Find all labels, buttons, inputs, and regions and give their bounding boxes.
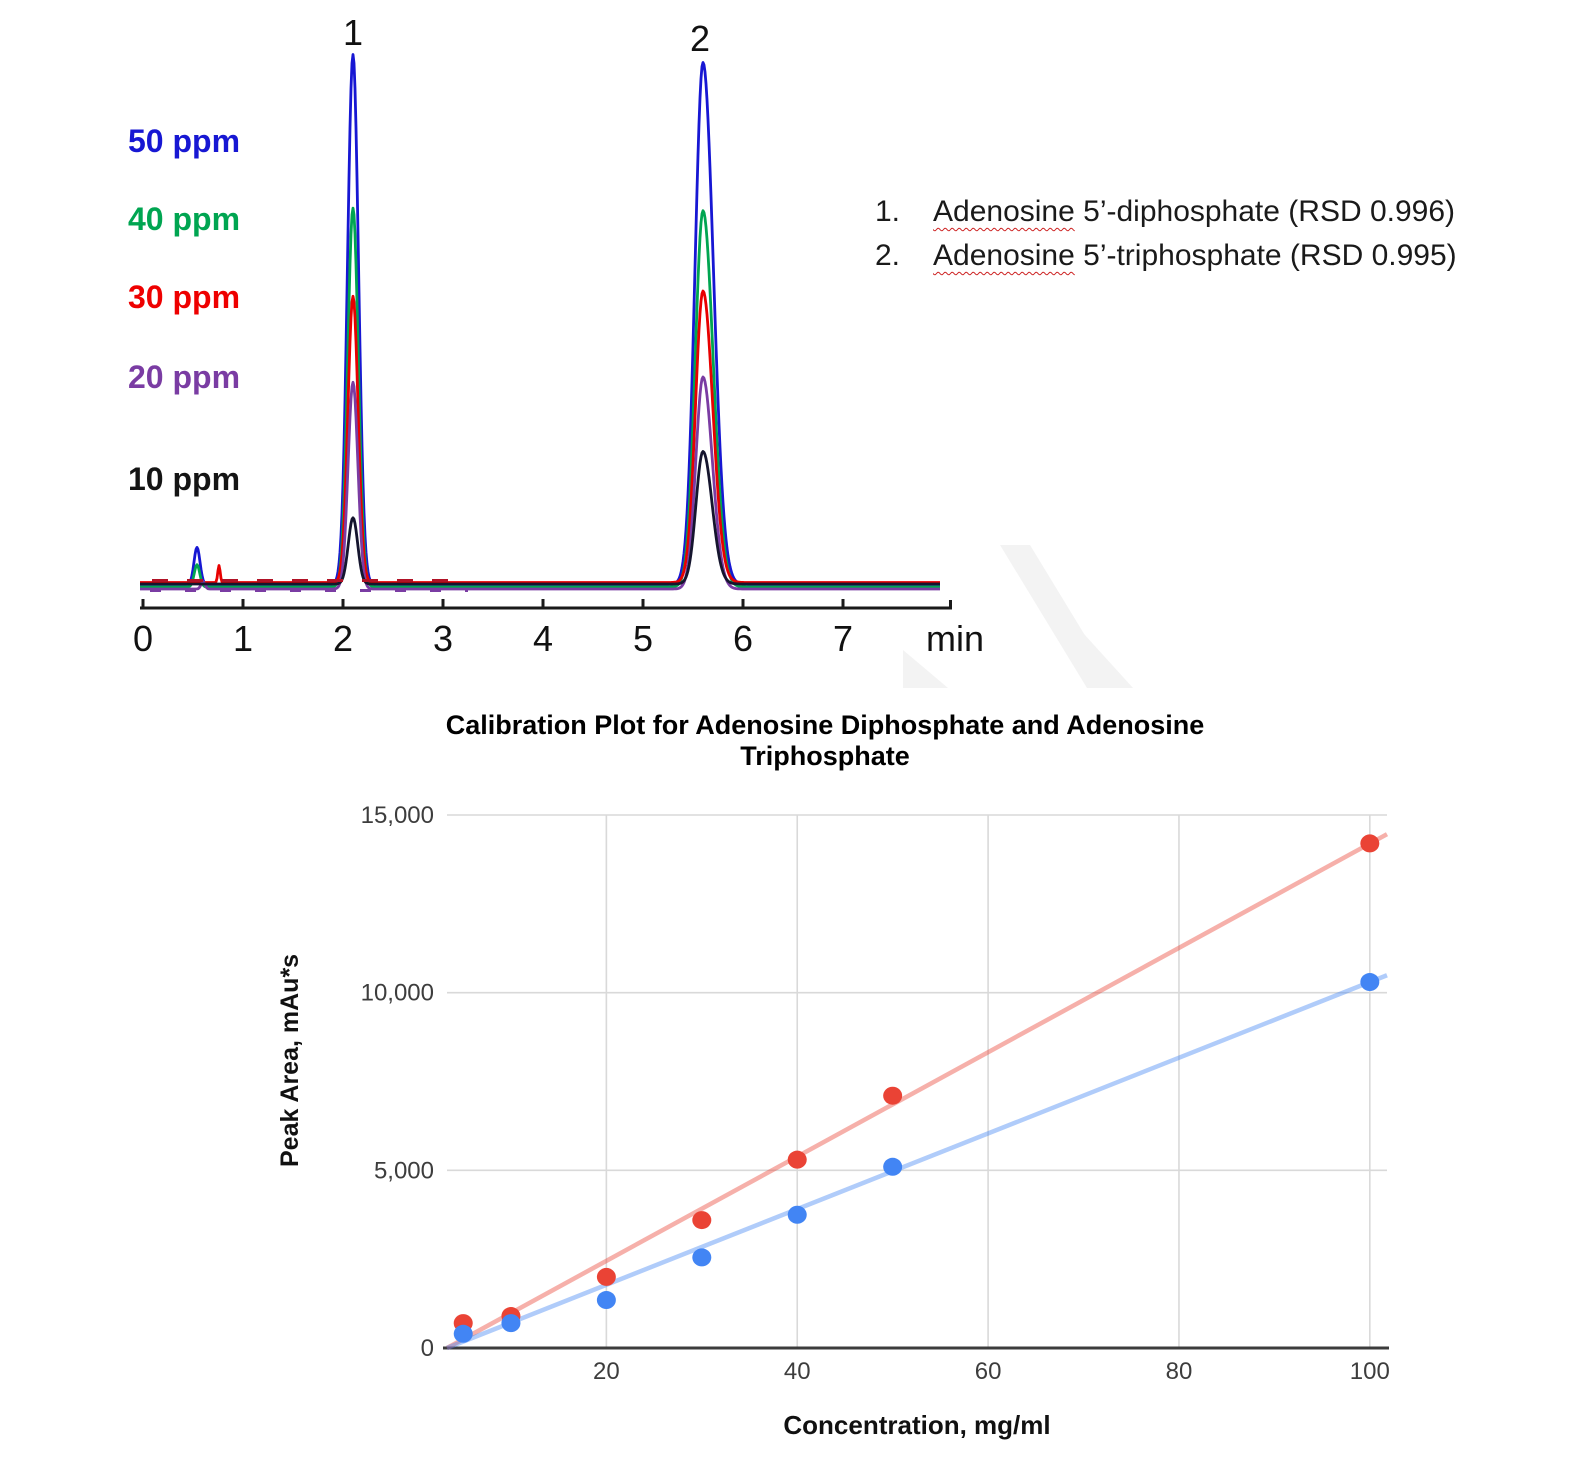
chromatogram-legend-item: 10 ppm <box>128 461 241 497</box>
calibration-x-axis-title: Concentration, mg/ml <box>783 1410 1051 1440</box>
annotation-row: 1. Adenosine 5’-diphosphate (RSD 0.996) <box>875 190 1457 234</box>
chromatogram-legend-item: 30 ppm <box>128 279 241 315</box>
chromatogram-peak-label-1: 1 <box>343 12 364 53</box>
chromatogram-x-tick-label: 1 <box>232 618 254 659</box>
chromatogram-x-tick-label: 3 <box>432 618 454 659</box>
chromatogram-legend-item: 20 ppm <box>128 359 241 395</box>
calibration-x-tick-label: 40 <box>784 1358 811 1385</box>
calibration-point-series-red <box>787 1150 807 1169</box>
annotation-text: 5’-triphosphate (RSD 0.995) <box>1074 239 1457 272</box>
calibration-x-tick-label: 100 <box>1350 1358 1390 1385</box>
chromatogram-x-tick-label: 7 <box>832 618 854 659</box>
chromatogram-annotations: 1. Adenosine 5’-diphosphate (RSD 0.996) 2.… <box>875 190 1457 278</box>
calibration-point-series-blue <box>596 1291 616 1310</box>
calibration-point-series-red <box>596 1267 616 1286</box>
calibration-trendline-series-blue <box>446 973 1388 1351</box>
chromatogram-trace-10ppm <box>139 450 941 586</box>
calibration-point-series-blue <box>1360 973 1380 992</box>
calibration-y-tick-label: 0 <box>421 1335 434 1362</box>
calibration-point-series-blue <box>692 1248 712 1267</box>
calibration-y-axis-title: Peak Area, mAu*s <box>276 953 304 1167</box>
calibration-title-line1: Calibration Plot for Adenosine Diphospha… <box>445 710 1205 740</box>
calibration-y-tick-label: 10,000 <box>361 980 434 1007</box>
calibration-x-tick-label: 80 <box>1166 1358 1193 1385</box>
chromatogram-x-tick-label: 2 <box>332 618 354 659</box>
calibration-y-tick-label: 5,000 <box>374 1157 434 1184</box>
calibration-y-tick-label: 15,000 <box>361 802 434 829</box>
annotation-number: 1. <box>875 195 901 228</box>
calibration-title-line2: Triphosphate <box>740 741 910 771</box>
calibration-x-tick-label: 60 <box>975 1358 1002 1385</box>
calibration-x-tick-label: 20 <box>593 1358 620 1385</box>
chromatogram-x-tick-label: 6 <box>732 618 754 659</box>
chromatogram-trace-30ppm <box>139 289 941 584</box>
calibration-point-series-red <box>883 1086 903 1105</box>
chromatogram-trace-40ppm <box>139 206 941 589</box>
chromatogram-trace-50ppm <box>139 53 941 586</box>
annotation-number: 2. <box>875 239 901 272</box>
chromatogram-x-axis-unit: min <box>926 618 985 659</box>
watermark-shape <box>903 650 948 688</box>
annotation-row: 2. Adenosine 5’-triphosphate (RSD 0.995) <box>875 234 1457 278</box>
chromatogram-legend-item: 50 ppm <box>128 123 241 159</box>
annotation-compound: Adenosine <box>933 195 1075 228</box>
calibration-point-series-blue <box>453 1324 473 1343</box>
calibration-point-series-red <box>1360 834 1380 853</box>
chromatogram-x-tick-label: 0 <box>132 618 154 659</box>
calibration-point-series-blue <box>787 1205 807 1224</box>
watermark-shape <box>1042 612 1133 688</box>
calibration-point-series-blue <box>883 1157 903 1176</box>
chromatogram-legend-item: 40 ppm <box>128 201 241 237</box>
annotation-compound: Adenosine <box>933 239 1075 272</box>
chromatogram-x-tick-label: 5 <box>632 618 654 659</box>
calibration-trendline-series-red <box>445 832 1389 1350</box>
chromatogram-trace-20ppm <box>139 375 941 591</box>
calibration-point-series-blue <box>501 1314 521 1333</box>
chromatogram-peak-label-2: 2 <box>690 18 711 59</box>
calibration-point-series-red <box>692 1211 712 1230</box>
chromatogram-x-tick-label: 4 <box>532 618 554 659</box>
annotation-text: 5’-diphosphate (RSD 0.996) <box>1074 195 1456 228</box>
